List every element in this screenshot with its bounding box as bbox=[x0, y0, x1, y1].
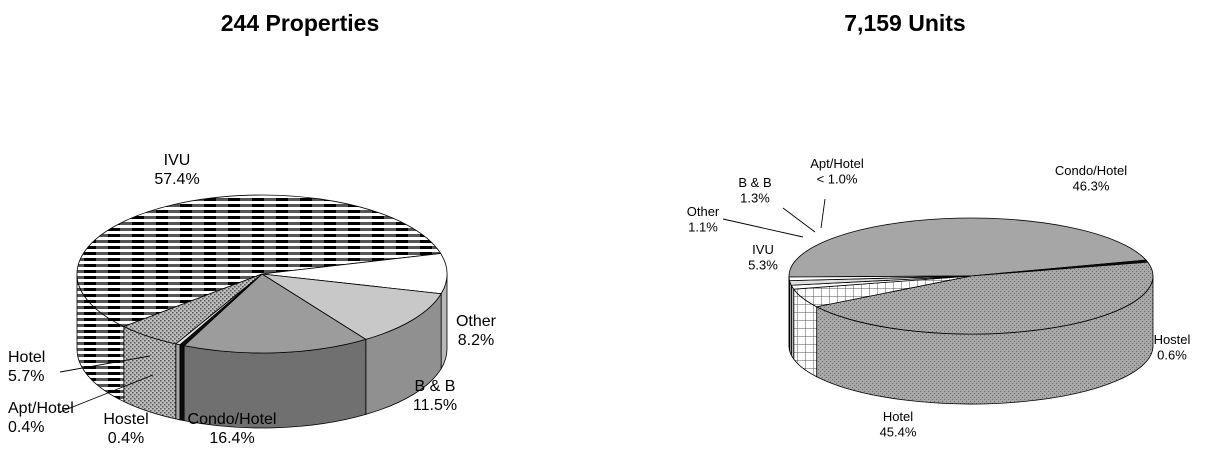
pie-slices bbox=[788, 217, 1154, 405]
pie-slice-hotel bbox=[122, 273, 263, 345]
slice-label-hostel: Hostel 0.4% bbox=[103, 411, 148, 447]
pie-slice-other-top bbox=[261, 253, 448, 295]
slice-label-apt-hotel: Apt/Hotel < 1.0% bbox=[810, 156, 864, 187]
pie-slice-hostel-side bbox=[179, 344, 185, 422]
pie-slice-apt-hotel bbox=[788, 275, 972, 282]
pie-slice-condo-hotel-top bbox=[788, 217, 1147, 278]
pie-slice-apt-hotel-top bbox=[788, 275, 972, 282]
chart-title: 244 Properties bbox=[220, 10, 380, 36]
leader-line-hotel bbox=[59, 355, 151, 373]
pie-slice-ivu-top bbox=[76, 194, 442, 327]
slice-label-ivu: IVU 5.3% bbox=[748, 242, 778, 273]
pie-slice-other bbox=[261, 253, 448, 295]
pie-slice-condo-hotel bbox=[183, 273, 367, 354]
pie-slice-hotel-top bbox=[815, 261, 1154, 335]
leader-line-b-and-b bbox=[782, 207, 816, 233]
slice-label-ivu: IVU 57.4% bbox=[154, 152, 199, 188]
pie-slice-condo-hotel bbox=[788, 217, 1147, 278]
slice-label-b-b: B & B 11.5% bbox=[413, 378, 457, 414]
pie-slice-condo-hotel-top bbox=[183, 273, 367, 354]
pie-chart-properties: IVU 57.4% Other 8.2% B & B 11.5% Condo/Hotel 16… bbox=[8, 152, 497, 447]
pie-slices bbox=[76, 194, 448, 429]
pie-slice-ivu bbox=[76, 194, 442, 327]
slice-label-hotel: Hotel 45.4% bbox=[880, 409, 917, 440]
slice-label-condo-hotel: Condo/Hotel 16.4% bbox=[188, 411, 277, 447]
leader-line-apt-hotel bbox=[59, 374, 154, 413]
pie-slice-hotel-top bbox=[122, 273, 263, 345]
pie-chart-units: Condo/Hotel 46.3% Hostel 0.6% Hotel 45.4% IVU 5… bbox=[687, 156, 1191, 440]
pie-slice-apt-hotel-side bbox=[175, 343, 181, 421]
chart-properties: 244 Properties IVU 57.4% Other 8.2% B & B 11.… bbox=[0, 0, 600, 455]
chart-title: 7,159 Units bbox=[844, 10, 966, 36]
pie-slice-hotel bbox=[815, 261, 1154, 335]
slice-label-condo-hotel: Condo/Hotel 46.3% bbox=[1055, 163, 1127, 194]
leader-line-apt-hotel bbox=[820, 198, 826, 229]
pie-slice-b-b-top bbox=[261, 273, 442, 340]
pie-slice-b-b bbox=[261, 273, 442, 340]
slice-label-hotel: Hotel 5.7% bbox=[8, 349, 45, 385]
slice-label-hostel: Hostel 0.6% bbox=[1154, 332, 1191, 363]
leader-line-other bbox=[722, 218, 804, 238]
chart-units: 7,159 Units Condo/Hotel 46.3% Hostel 0.6% Ho… bbox=[605, 0, 1205, 455]
slice-label-apt-hotel: Apt/Hotel 0.4% bbox=[8, 400, 74, 436]
slice-label-other: Other 1.1% bbox=[687, 204, 720, 235]
pie-slice-apt-hotel-side bbox=[788, 276, 790, 351]
slice-label-b-b: B & B 1.3% bbox=[738, 175, 771, 206]
slice-label-other: Other 8.2% bbox=[456, 313, 497, 349]
